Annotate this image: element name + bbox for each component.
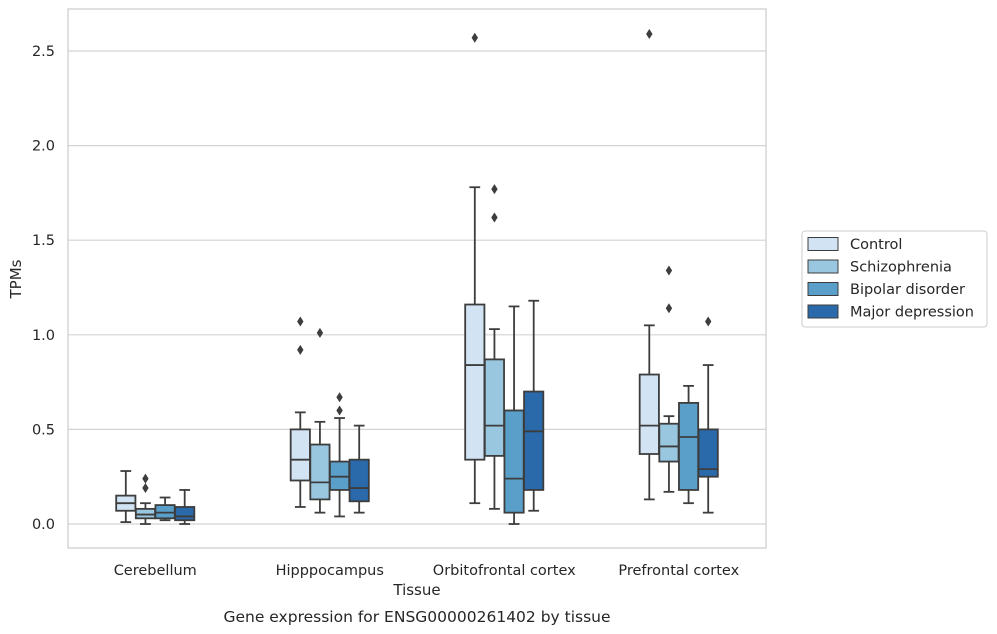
box-schizophrenia <box>134 473 156 525</box>
box-major-depression <box>174 489 196 525</box>
iqr-box <box>289 428 311 482</box>
box-control <box>464 32 486 505</box>
box-series-layer <box>115 28 719 525</box>
legend-swatch <box>807 282 839 296</box>
iqr-box <box>638 373 660 455</box>
box-control <box>638 28 660 501</box>
box-control <box>115 470 137 524</box>
x-tick-labels: Cerebellum Hipppocampus Orbitofrontal cort… <box>114 563 740 579</box>
legend-frame <box>801 230 988 328</box>
x-tick-label: Cerebellum <box>114 563 197 579</box>
x-tick-label: Orbitofrontal cortex <box>433 563 576 579</box>
y-gridlines <box>68 50 766 525</box>
figure-caption: Gene expression for ENSG00000261402 by t… <box>223 608 610 626</box>
iqr-box <box>678 402 700 491</box>
x-axis-label: Tissue <box>392 581 440 599</box>
box-control <box>289 316 311 508</box>
box-schizophrenia <box>309 327 331 514</box>
box-bipolar-disorder <box>678 384 700 505</box>
outlier-point <box>142 473 149 484</box>
y-tick-label: 0.5 <box>32 422 55 438</box>
x-tick-label: Hipppocampus <box>276 563 384 579</box>
box-major-depression <box>697 316 719 514</box>
x-tick-label: Prefrontal cortex <box>618 563 739 579</box>
box-major-depression <box>523 299 545 512</box>
legend-label: Schizophrenia <box>850 260 952 276</box>
iqr-box <box>134 507 156 520</box>
outlier-point <box>491 184 498 195</box>
y-tick-label: 2.0 <box>32 139 55 155</box>
iqr-box <box>309 443 331 501</box>
outlier-point <box>665 265 673 276</box>
outlier-point <box>142 483 149 494</box>
outlier-point <box>336 405 343 416</box>
iqr-box <box>658 422 680 463</box>
outlier-point <box>471 32 479 43</box>
outlier-point <box>646 28 653 39</box>
box-bipolar-disorder <box>503 305 525 525</box>
iqr-box <box>697 428 719 478</box>
iqr-box <box>464 303 486 461</box>
y-tick-label: 1.5 <box>32 233 55 249</box>
outlier-point <box>336 392 343 403</box>
box-bipolar-disorder <box>329 392 351 518</box>
legend-label: Major depression <box>850 305 974 321</box>
legend-swatch <box>807 237 839 251</box>
box-major-depression <box>348 424 370 514</box>
iqr-box <box>348 458 370 503</box>
y-tick-labels: 0.0 0.5 1.0 1.5 2.0 2.5 <box>32 44 55 533</box>
iqr-box <box>523 390 545 491</box>
outlier-point <box>491 212 498 223</box>
legend-swatch <box>807 304 839 319</box>
outlier-point <box>704 316 712 327</box>
y-axis-label: TPMs <box>7 259 25 299</box>
legend-label: Bipolar disorder <box>850 282 965 298</box>
y-tick-label: 0.0 <box>32 517 55 533</box>
outlier-point <box>297 316 304 327</box>
outlier-point <box>665 303 673 314</box>
iqr-box <box>154 504 176 520</box>
outlier-point <box>316 327 324 338</box>
iqr-box <box>329 460 351 491</box>
plot-area-frame <box>67 8 767 549</box>
iqr-box <box>483 358 505 457</box>
y-tick-label: 1.0 <box>32 328 55 344</box>
legend-label: Control <box>850 237 902 253</box>
legend: Control Schizophrenia Bipolar disorder Majo… <box>801 230 988 328</box>
legend-swatch <box>807 259 839 274</box>
box-bipolar-disorder <box>154 496 176 522</box>
iqr-box <box>503 409 525 514</box>
box-schizophrenia <box>658 265 680 493</box>
box-schizophrenia <box>483 184 505 510</box>
outlier-point <box>297 344 304 355</box>
iqr-box <box>174 506 196 522</box>
y-tick-label: 2.5 <box>32 44 55 60</box>
